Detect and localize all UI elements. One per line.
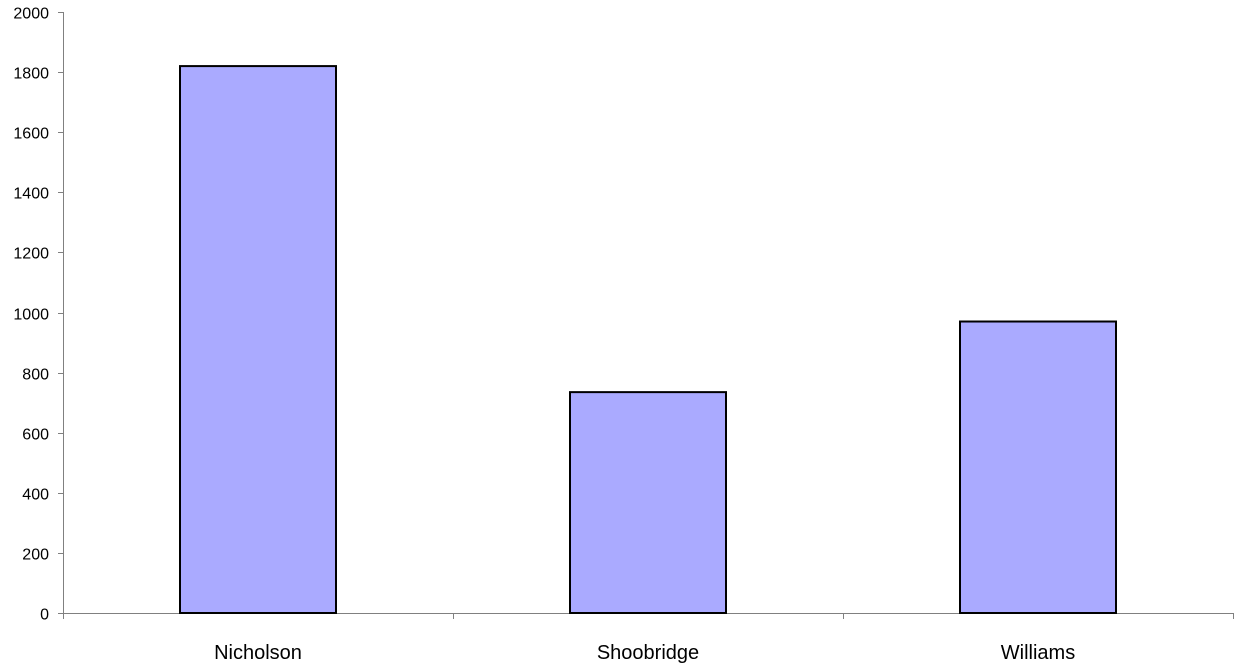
x-category-label: Nicholson xyxy=(214,642,302,664)
y-tick-label: 1000 xyxy=(13,307,49,324)
bar-nicholson xyxy=(179,65,337,614)
bar-williams xyxy=(959,320,1117,614)
x-category-label: Shoobridge xyxy=(597,642,699,664)
y-tick-label: 1200 xyxy=(13,246,49,263)
y-axis: 0 200 400 600 800 1000 1200 1400 1600 1800 2000 xyxy=(13,6,64,624)
x-axis: Nicholson Shoobridge Williams xyxy=(63,613,1234,664)
x-category-label: Williams xyxy=(1001,642,1075,664)
y-tick-label: 200 xyxy=(22,547,49,564)
y-tick-label: 600 xyxy=(22,427,49,444)
y-tick-label: 0 xyxy=(40,607,49,624)
y-tick-label: 800 xyxy=(22,367,49,384)
y-tick-label: 1600 xyxy=(13,126,49,143)
bars xyxy=(179,65,1117,614)
y-tick-label: 1400 xyxy=(13,186,49,203)
bar-shoobridge xyxy=(569,391,727,614)
y-tick-label: 400 xyxy=(22,487,49,504)
y-tick-label: 2000 xyxy=(13,6,49,23)
y-tick-label: 1800 xyxy=(13,66,49,83)
